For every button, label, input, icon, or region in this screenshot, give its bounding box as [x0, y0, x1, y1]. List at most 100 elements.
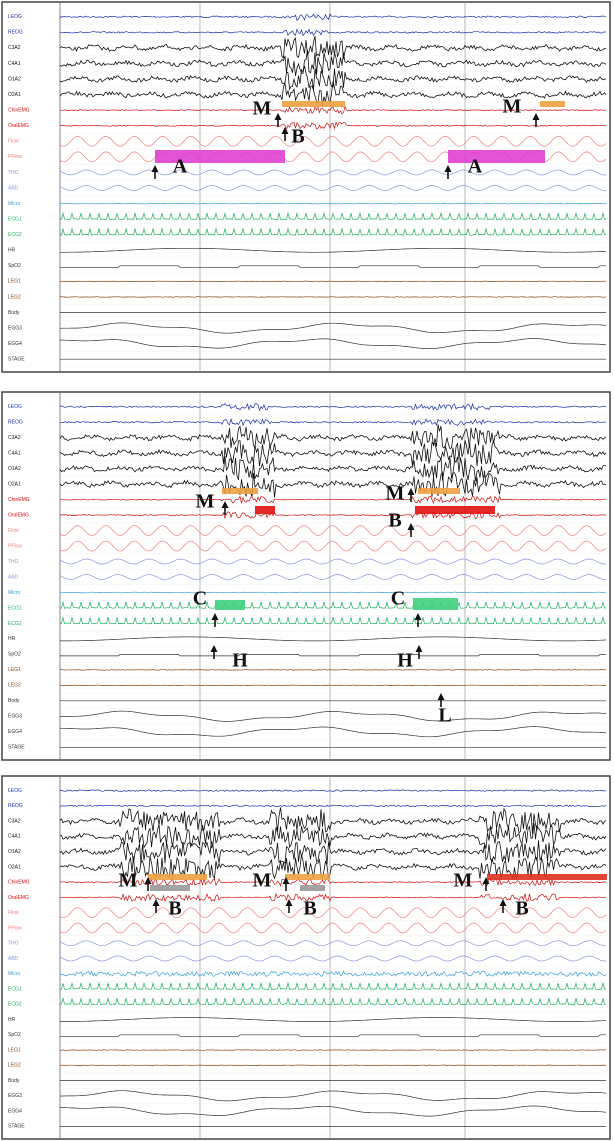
channel-label: ChinEMG	[8, 880, 30, 886]
channel-label: O1A2	[8, 76, 21, 82]
channel-label: C3A2	[8, 45, 21, 51]
channel-label: REOG	[8, 803, 23, 809]
channel-label: HR	[8, 248, 16, 254]
channel-label: Body	[8, 310, 20, 316]
channel-label: Body	[8, 698, 20, 704]
channel-label: SpO2	[8, 263, 21, 269]
event-label: B	[303, 898, 316, 920]
channel-label: EGG3	[8, 1093, 22, 1099]
channel-label: C3A2	[8, 818, 21, 824]
channel-label: ChinEMG	[8, 108, 30, 114]
channel-label: O2A1	[8, 481, 21, 487]
channel-label: SpO2	[8, 1032, 21, 1038]
channel-label: STAGE	[8, 357, 25, 363]
channel-label: EGG4	[8, 729, 22, 735]
channel-label: O1A2	[8, 849, 21, 855]
channel-label: EGG4	[8, 1108, 22, 1114]
event-highlight	[415, 506, 495, 514]
channel-label: LEG2	[8, 683, 21, 689]
event-label: B	[168, 898, 181, 920]
channel-label: Flow	[8, 528, 19, 534]
channel-label: Flow	[8, 139, 19, 145]
recording-panel: LEOG REOG C3A2 C4A1 O1A2 O2A1 ChinEMG OralEMG Fl…	[2, 776, 610, 1139]
channel-label: C4A1	[8, 61, 21, 67]
channel-label: REOG	[8, 30, 23, 36]
channel-label: OralEMG	[8, 512, 29, 518]
figure: LEOG REOG C3A2 C4A1 O1A2 O2A1 ChinEMG OralEMG Fl…	[0, 0, 614, 1141]
recording-panel: LEOG REOG C3A2 C4A1 O1A2 O2A1 ChinEMG OralEMG Fl…	[2, 392, 610, 760]
channel-label: OralEMG	[8, 895, 29, 901]
channel-label: ECG2	[8, 1002, 22, 1008]
channel-label: LEG2	[8, 294, 21, 300]
channel-label: LEOG	[8, 404, 22, 410]
event-label: B	[291, 126, 304, 148]
panel-border	[2, 392, 610, 760]
event-highlight	[487, 874, 607, 880]
event-highlight	[540, 101, 565, 107]
channel-label: STAGE	[8, 745, 25, 751]
event-highlight	[285, 874, 330, 880]
channel-label: LEOG	[8, 788, 22, 794]
channel-label: HR	[8, 636, 16, 642]
event-label: M	[253, 98, 272, 120]
channel-label: Body	[8, 1078, 20, 1084]
channel-label: O1A2	[8, 466, 21, 472]
channel-label: ECG2	[8, 621, 22, 627]
event-label: L	[438, 705, 451, 727]
signal-trace	[60, 1050, 606, 1051]
event-highlight	[300, 885, 325, 891]
channel-label: LEG1	[8, 1047, 21, 1053]
channel-label: C4A1	[8, 834, 21, 840]
event-label: M	[386, 483, 405, 505]
event-label: A	[468, 156, 483, 178]
event-highlight	[255, 506, 275, 514]
channel-label: REOG	[8, 420, 23, 426]
channel-label: Flow	[8, 910, 19, 916]
channel-label: LEG1	[8, 667, 21, 673]
event-label: B	[515, 898, 528, 920]
event-highlight	[148, 874, 207, 880]
channel-label: Micro	[8, 590, 20, 596]
channel-label: EGG3	[8, 714, 22, 720]
signal-trace	[60, 685, 606, 686]
channel-label: OralEMG	[8, 123, 29, 129]
event-highlight	[150, 885, 190, 891]
channel-label: ECG1	[8, 605, 22, 611]
channel-label: ABD	[8, 956, 19, 962]
channel-label: PFlow	[8, 543, 22, 549]
event-highlight	[282, 101, 345, 107]
event-label: M	[119, 870, 138, 892]
channel-label: PFlow	[8, 154, 22, 160]
channel-label: LEG1	[8, 279, 21, 285]
event-highlight	[418, 488, 460, 494]
event-label: M	[503, 96, 522, 118]
page: {"channels": ["LEOG", "REOG", "C3A2", "C…	[0, 0, 614, 1141]
channel-label: EGG4	[8, 341, 22, 347]
event-label: H	[397, 650, 413, 672]
channel-label: O2A1	[8, 864, 21, 870]
channel-label: ECG1	[8, 986, 22, 992]
event-highlight	[222, 488, 258, 494]
event-highlight	[215, 600, 245, 610]
channel-label: SpO2	[8, 652, 21, 658]
channel-label: HR	[8, 1017, 16, 1023]
event-highlight	[413, 598, 458, 610]
event-label: A	[173, 156, 188, 178]
channel-label: EGG3	[8, 325, 22, 331]
channel-label: ABD	[8, 185, 19, 191]
channel-label: THO	[8, 941, 19, 947]
channel-label: ChinEMG	[8, 497, 30, 503]
channel-label: STAGE	[8, 1124, 25, 1130]
channel-label: THO	[8, 170, 19, 176]
event-label: M	[196, 491, 215, 513]
event-label: H	[232, 650, 248, 672]
event-label: M	[454, 870, 473, 892]
channel-label: C3A2	[8, 435, 21, 441]
channel-label: ECG2	[8, 232, 22, 238]
channel-label: PFlow	[8, 925, 22, 931]
channel-label: Micro	[8, 201, 20, 207]
channel-label: ECG1	[8, 216, 22, 222]
event-label: B	[388, 510, 401, 532]
event-label: C	[391, 588, 405, 610]
channel-label: C4A1	[8, 451, 21, 457]
